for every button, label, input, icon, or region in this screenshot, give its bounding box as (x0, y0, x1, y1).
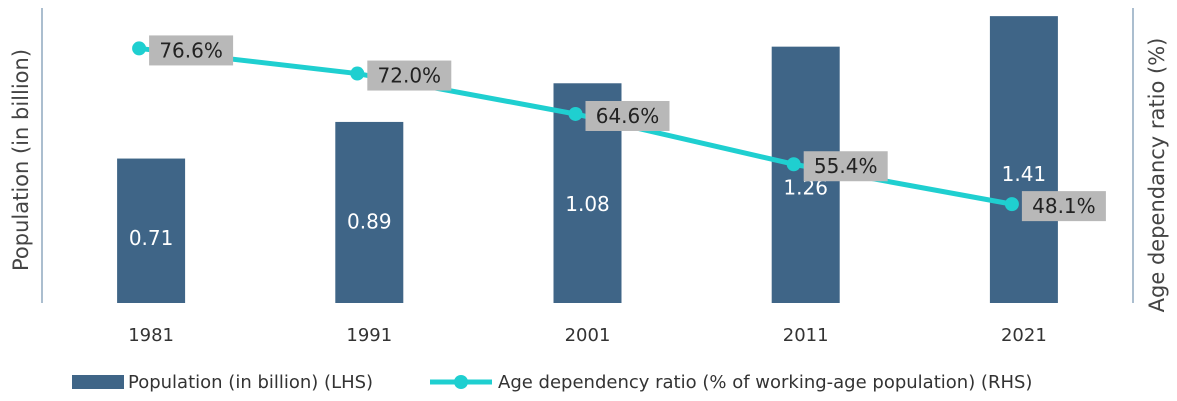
line-point-2011 (786, 157, 801, 172)
bar-value-label-2001: 1.08 (565, 192, 610, 216)
x-tick-label-2001: 2001 (565, 325, 611, 346)
line-point-2001 (568, 106, 583, 121)
left-axis-title: Population (in billion) (9, 49, 33, 271)
bar-1991 (335, 121, 404, 304)
line-label-box-2011 (803, 151, 888, 182)
bar-value-label-1991: 0.89 (347, 210, 392, 234)
x-tick-label-2011: 2011 (783, 325, 829, 346)
x-tick-label-2021: 2021 (1001, 325, 1047, 346)
line-value-label-2001: 64.6% (596, 104, 660, 128)
line-point-2021 (1004, 197, 1019, 212)
x-tick-label-1991: 1991 (346, 325, 392, 346)
bar-series: 0.710.891.081.261.41 (117, 16, 1058, 304)
line-value-label-1991: 72.0% (378, 64, 442, 88)
legend: Population (in billion) (LHS) Age depend… (72, 372, 1032, 393)
line-label-box-2001 (585, 100, 670, 131)
legend-marker-line (454, 375, 468, 389)
legend-swatch-population (72, 375, 124, 389)
line-label-box-1981 (149, 35, 234, 66)
line-series: 76.6% 72.0% 64.6% 55.4% 48.1% (132, 35, 1106, 222)
x-tick-labels: 1981 1991 2001 2011 2021 (128, 325, 1047, 346)
bar-value-label-1981: 0.71 (129, 226, 174, 250)
legend-label-population: Population (in billion) (LHS) (128, 372, 373, 393)
line-label-box-1991 (367, 60, 452, 91)
x-tick-label-1981: 1981 (128, 325, 174, 346)
bar-2021 (989, 16, 1058, 303)
line-point-1981 (132, 41, 147, 56)
bar-1981 (117, 158, 186, 303)
line-value-label-2011: 55.4% (814, 154, 878, 178)
line-value-label-1981: 76.6% (159, 38, 223, 62)
line-label-box-2021 (1021, 191, 1106, 222)
bar-value-label-2021: 1.41 (1002, 162, 1047, 186)
line-point-1991 (350, 66, 365, 81)
line-value-label-2021: 48.1% (1032, 194, 1096, 218)
right-axis-title: Age dependancy ratio (%) (1145, 38, 1169, 313)
legend-label-dependency: Age dependency ratio (% of working-age p… (498, 372, 1032, 393)
